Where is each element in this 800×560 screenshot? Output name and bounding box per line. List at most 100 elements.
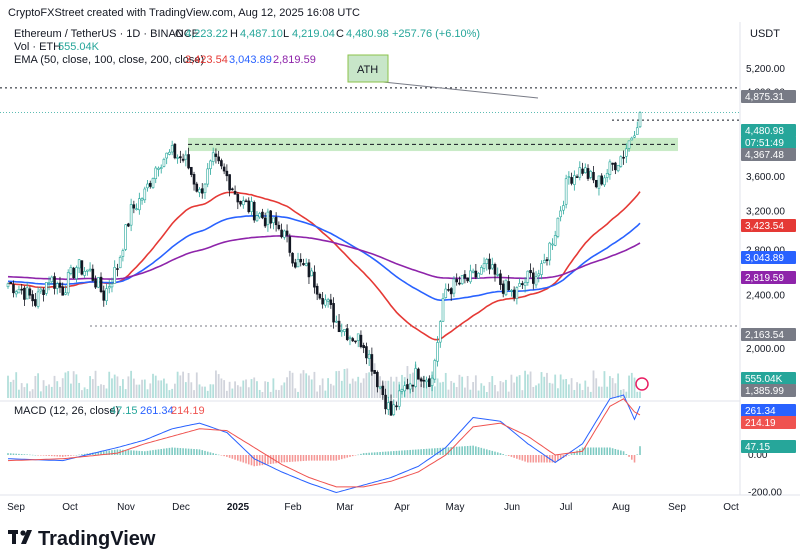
- candle-body: [53, 276, 56, 289]
- candle-body: [411, 384, 415, 387]
- candle-body: [348, 336, 352, 339]
- volume-bar: [297, 391, 299, 398]
- candle-body: [504, 279, 508, 296]
- volume-label: Vol · ETH: [14, 41, 61, 53]
- x-tick-label: Oct: [723, 502, 739, 513]
- candle-body: [310, 270, 313, 277]
- volume-bar: [447, 389, 450, 398]
- volume-bar: [97, 385, 100, 398]
- candle-body: [400, 389, 404, 392]
- candle-body: [359, 334, 363, 348]
- candle-body: [217, 156, 220, 162]
- ohlc-high-label: H: [230, 28, 238, 40]
- macd-histogram-bar: [417, 449, 420, 455]
- macd-histogram-bar: [496, 452, 499, 455]
- macd-histogram-bar: [190, 448, 193, 455]
- volume-bar: [420, 384, 423, 398]
- macd-histogram-bar: [628, 455, 630, 457]
- candle-body: [523, 281, 527, 286]
- candle-body: [608, 161, 612, 175]
- candle-body: [378, 386, 382, 389]
- macd-histogram-bar: [494, 451, 496, 455]
- volume-bar: [603, 371, 606, 398]
- volume-bar: [299, 373, 302, 398]
- volume-bar: [59, 386, 61, 398]
- candle-body: [329, 299, 333, 305]
- x-tick-label: May: [446, 502, 465, 513]
- candle-body: [397, 390, 401, 407]
- volume-bar: [277, 390, 280, 398]
- volume-bar: [565, 379, 568, 398]
- candle-body: [277, 224, 281, 230]
- candle-body: [42, 289, 45, 295]
- candle-body: [55, 283, 59, 289]
- volume-bar: [163, 378, 165, 398]
- candle-body: [419, 378, 423, 382]
- volume-bar: [606, 386, 609, 398]
- macd-histogram-bar: [409, 449, 411, 455]
- candle-body: [143, 188, 147, 201]
- candle-body: [190, 166, 193, 175]
- candle-body: [482, 263, 486, 269]
- volume-bar: [288, 370, 291, 398]
- currency-label: USDT: [750, 28, 780, 40]
- macd-histogram-bar: [157, 449, 160, 455]
- macd-histogram-bar: [23, 454, 26, 455]
- volume-bar: [217, 374, 220, 398]
- candle-body: [203, 183, 207, 193]
- volume-bar: [557, 388, 559, 398]
- macd-histogram-bar: [406, 450, 409, 455]
- macd-marker-box: [741, 404, 796, 417]
- candle-body: [107, 286, 111, 289]
- candle-body: [633, 135, 636, 138]
- volume-bar: [280, 385, 283, 398]
- volume-bar: [338, 370, 340, 398]
- volume-bar: [70, 383, 72, 398]
- volume-bar: [439, 382, 442, 398]
- candle-body: [140, 198, 144, 201]
- candle-body: [252, 202, 256, 221]
- macd-histogram-bar: [75, 455, 78, 456]
- macd-histogram-bar: [373, 452, 376, 455]
- macd-histogram-bar: [444, 447, 447, 455]
- macd-histogram-bar: [630, 455, 633, 460]
- candle-body: [512, 289, 516, 298]
- volume-bar: [567, 384, 570, 398]
- alert-icon[interactable]: [635, 377, 649, 391]
- volume-bar: [100, 384, 102, 398]
- volume-bar: [573, 389, 576, 398]
- macd-histogram-bar: [483, 448, 485, 455]
- x-tick-label: Oct: [62, 502, 78, 513]
- candle-body: [247, 200, 251, 213]
- macd-histogram-bar: [346, 455, 349, 458]
- candle-body: [88, 268, 92, 271]
- macd-histogram-bar: [127, 450, 130, 455]
- candle-body: [214, 153, 218, 157]
- macd-histogram-bar: [195, 449, 198, 455]
- candle-body: [129, 204, 133, 226]
- price-marker: 3,423.54: [741, 219, 796, 232]
- volume-bar: [75, 374, 78, 398]
- macd-histogram-bar: [102, 451, 105, 455]
- candle-body: [45, 282, 48, 294]
- candle-body: [553, 235, 557, 246]
- volume-bar: [20, 383, 23, 398]
- candle-body: [332, 303, 335, 323]
- price-marker: 4,480.98: [741, 124, 796, 137]
- candle-body: [542, 260, 546, 264]
- macd-histogram-bar: [518, 455, 521, 460]
- volume-bar: [198, 384, 201, 398]
- macd-histogram-bar: [507, 455, 510, 456]
- volume-bar: [611, 378, 614, 398]
- price-marker-label: 3,423.54: [745, 221, 784, 232]
- candle-body: [162, 159, 166, 167]
- macd-histogram-bar: [513, 455, 515, 458]
- candle-body: [600, 175, 603, 185]
- candle-body: [575, 176, 579, 178]
- macd-histogram-bar: [237, 455, 239, 461]
- candle-body: [261, 211, 264, 219]
- macd-histogram-bar: [524, 455, 526, 462]
- candle-body: [406, 384, 409, 390]
- macd-histogram-bar: [193, 449, 195, 455]
- volume-bar: [332, 385, 335, 398]
